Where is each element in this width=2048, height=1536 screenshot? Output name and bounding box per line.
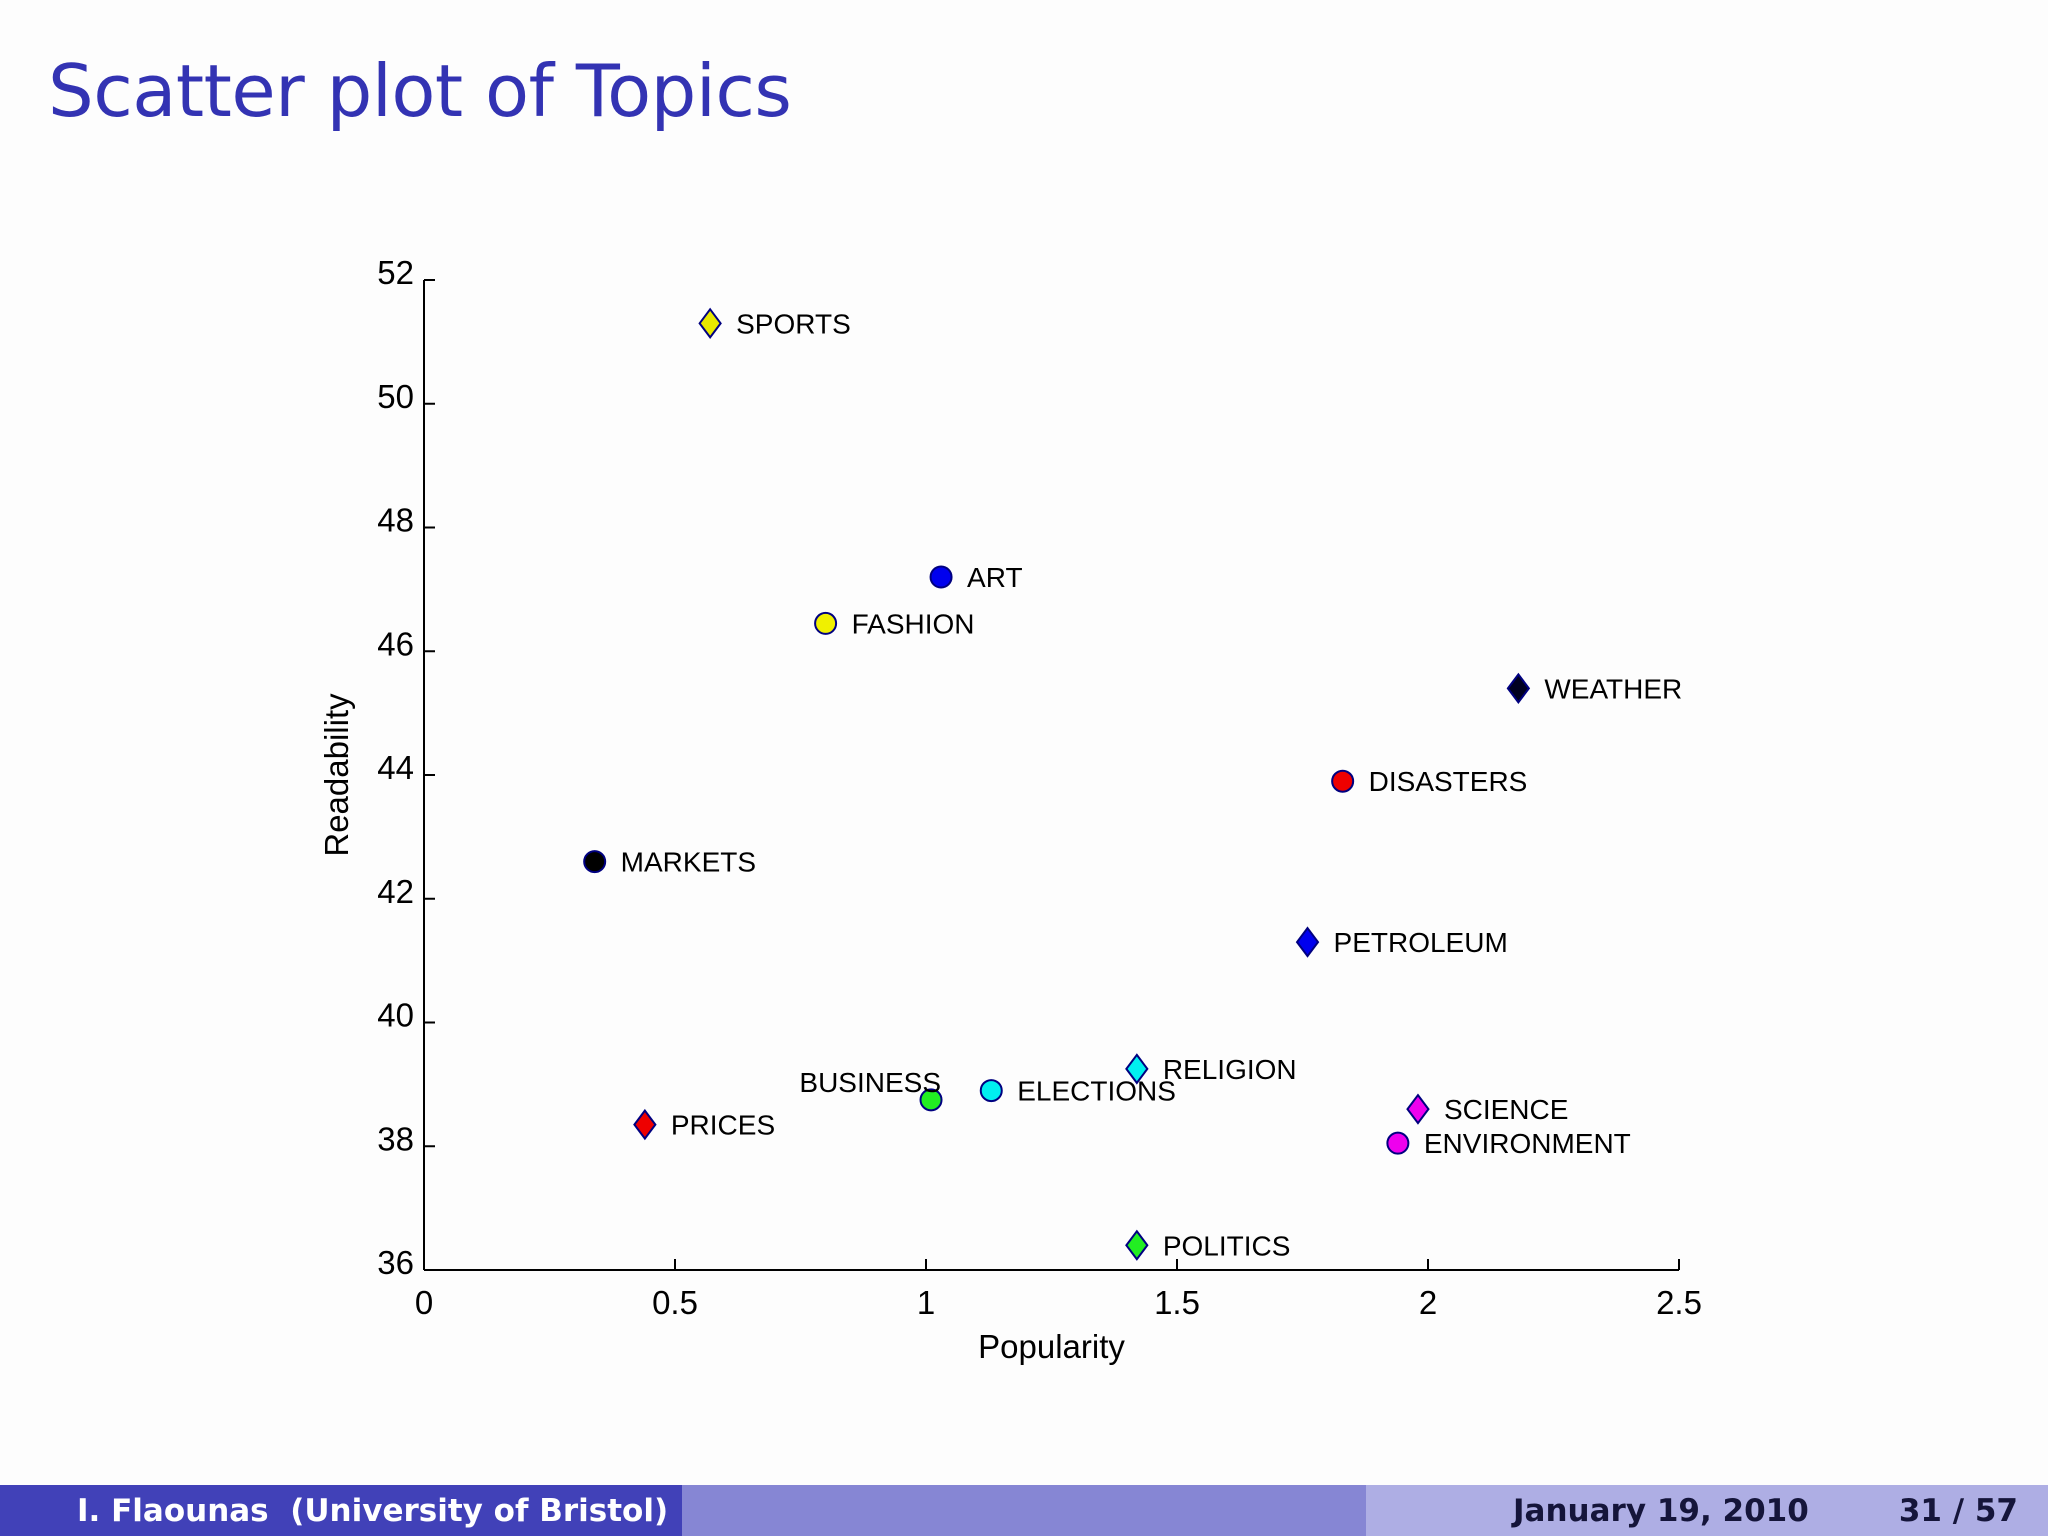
data-point-markets: MARKETS — [583, 847, 756, 878]
x-tick-label: 2.5 — [1656, 1284, 1702, 1321]
y-tick-label: 46 — [377, 625, 414, 662]
diamond-marker — [698, 307, 722, 339]
data-point-fashion: FASHION — [814, 608, 975, 639]
data-point-sports: SPORTS — [698, 307, 851, 339]
circle-marker — [929, 565, 953, 589]
point-label: POLITICS — [1163, 1230, 1291, 1261]
point-label: BUSINESS — [799, 1067, 941, 1098]
point-label: PRICES — [671, 1110, 775, 1141]
y-tick-label: 40 — [377, 997, 414, 1034]
footer-author: I. Flaounas (University of Bristol) — [0, 1485, 682, 1536]
y-tick-label: 44 — [377, 749, 414, 786]
diamond-marker — [1506, 672, 1531, 705]
diamond-marker — [1406, 1093, 1430, 1125]
point-label: RELIGION — [1163, 1054, 1297, 1085]
circle-marker — [1386, 1131, 1410, 1155]
y-tick-label: 50 — [377, 378, 414, 415]
y-tick-label: 42 — [377, 873, 414, 910]
data-point-petroleum: PETROLEUM — [1295, 926, 1508, 958]
y-tick-label: 36 — [377, 1244, 414, 1281]
data-point-religion: RELIGION — [1125, 1053, 1297, 1085]
point-label: FASHION — [852, 608, 975, 639]
x-axis-label: Popularity — [978, 1328, 1125, 1365]
circle-marker — [979, 1079, 1003, 1103]
circle-marker — [583, 850, 607, 874]
point-label: MARKETS — [621, 847, 756, 878]
data-point-science: SCIENCE — [1406, 1093, 1568, 1125]
point-label: PETROLEUM — [1334, 927, 1508, 958]
point-label: ENVIRONMENT — [1424, 1128, 1631, 1159]
x-tick-label: 0 — [415, 1284, 433, 1321]
diamond-marker — [1295, 926, 1320, 958]
x-tick-label: 1 — [917, 1284, 935, 1321]
footer-spacer — [682, 1485, 1366, 1536]
data-point-art: ART — [929, 562, 1023, 593]
point-label: ELECTIONS — [1017, 1076, 1176, 1107]
point-label: WEATHER — [1544, 673, 1682, 704]
data-point-elections: ELECTIONS — [979, 1076, 1176, 1107]
data-point-disasters: DISASTERS — [1331, 766, 1528, 797]
scatter-chart: 0 0.5 1 1.5 2 2.5 36 38 40 42 44 46 48 50 52 SPORTS ART… — [318, 254, 1702, 1365]
chart-ticks: 0 0.5 1 1.5 2 2.5 36 38 40 42 44 46 48 50 52 — [377, 254, 1702, 1321]
x-tick-label: 0.5 — [652, 1284, 698, 1321]
data-point-business: BUSINESS — [799, 1067, 943, 1112]
circle-marker — [919, 1088, 943, 1112]
data-point-prices: PRICES — [633, 1108, 775, 1141]
data-point-environment: ENVIRONMENT — [1386, 1128, 1631, 1159]
point-label: DISASTERS — [1369, 766, 1528, 797]
footer-info: January 19, 2010 31 / 57 — [1366, 1485, 2048, 1536]
y-tick-label: 48 — [377, 502, 414, 539]
footer-bar: I. Flaounas (University of Bristol) Janu… — [0, 1485, 2048, 1536]
point-label: ART — [967, 562, 1023, 593]
diamond-marker — [633, 1108, 657, 1141]
y-tick-label: 52 — [377, 254, 414, 291]
chart-points: SPORTS ART FASHION WEATHER DISASTERS MARKETS P… — [583, 307, 1682, 1261]
data-point-weather: WEATHER — [1506, 672, 1682, 705]
y-axis-label: Readability — [318, 693, 355, 857]
y-tick-label: 38 — [377, 1120, 414, 1157]
circle-marker — [1331, 769, 1355, 793]
point-label: SPORTS — [736, 308, 851, 339]
footer-date: January 19, 2010 — [1513, 1492, 1809, 1529]
diamond-marker — [1125, 1229, 1149, 1261]
point-label: SCIENCE — [1444, 1094, 1568, 1125]
diamond-marker — [1125, 1053, 1149, 1085]
slide-title: Scatter plot of Topics — [48, 49, 792, 133]
data-point-politics: POLITICS — [1125, 1229, 1291, 1261]
footer-page-number: 31 / 57 — [1898, 1492, 2018, 1529]
circle-marker — [814, 611, 838, 635]
x-tick-label: 1.5 — [1154, 1284, 1200, 1321]
x-tick-label: 2 — [1419, 1284, 1437, 1321]
